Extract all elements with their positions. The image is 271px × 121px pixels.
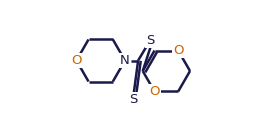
Text: S: S (146, 34, 154, 47)
Text: O: O (173, 44, 183, 57)
Text: O: O (149, 85, 160, 98)
Text: S: S (129, 93, 137, 106)
Text: N: N (120, 54, 130, 67)
Text: O: O (71, 54, 82, 67)
